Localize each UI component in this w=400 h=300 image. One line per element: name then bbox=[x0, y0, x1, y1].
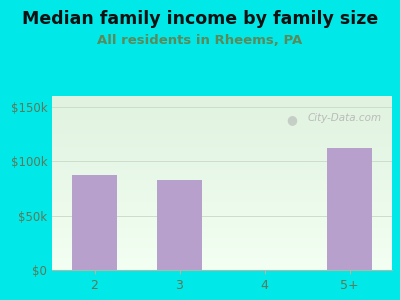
Text: City-Data.com: City-Data.com bbox=[308, 113, 382, 123]
Text: All residents in Rheems, PA: All residents in Rheems, PA bbox=[97, 34, 303, 47]
Text: Median family income by family size: Median family income by family size bbox=[22, 11, 378, 28]
Bar bbox=[328, 148, 372, 270]
Bar bbox=[158, 180, 202, 270]
Text: ●: ● bbox=[286, 113, 297, 126]
Bar bbox=[72, 176, 117, 270]
